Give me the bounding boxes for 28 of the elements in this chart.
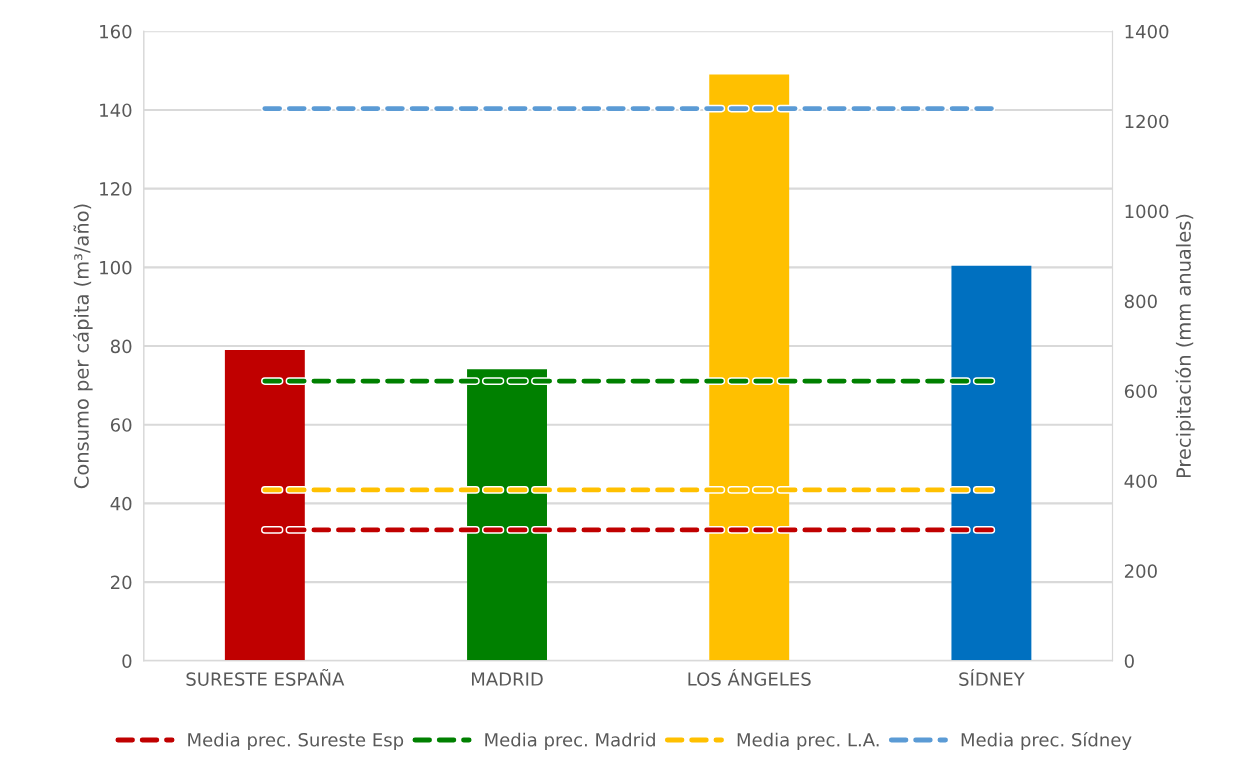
y2-axis-title: Precipitación (mm anuales): [1175, 214, 1195, 478]
y-tick-label: 40: [110, 496, 132, 511]
y2-tick-label: 1200: [1125, 114, 1169, 129]
x-tick-label: SÍDNEY: [959, 668, 1025, 686]
y2-tick-label: 1400: [1125, 24, 1169, 39]
y-axis-title: Consumo per cápita (m³/año): [73, 204, 93, 489]
y-tick-label: 140: [100, 103, 132, 118]
y2-tick-label: 400: [1124, 474, 1157, 489]
y-tick-label: 80: [110, 339, 132, 354]
y2-tick-label: 0: [1124, 654, 1134, 668]
y2-tick-label: 1000: [1125, 204, 1169, 219]
x-tick-label: SURESTE ESPAÑA: [186, 669, 345, 686]
y-tick-label: 100: [100, 260, 132, 275]
y-tick-label: 160: [100, 24, 132, 39]
legend-label: Media prec. Madrid: [485, 732, 655, 751]
legend-label: Media prec. Sídney: [961, 731, 1132, 751]
legend-label: Media prec. Sureste Esp: [188, 732, 404, 751]
y2-tick-label: 800: [1124, 294, 1157, 309]
y-tick-label: 0: [122, 654, 132, 668]
y-tick-label: 60: [110, 418, 132, 432]
x-tick-label: LOS ÁNGELES: [688, 668, 811, 686]
x-tick-label: MADRID: [472, 672, 543, 686]
y2-tick-label: 600: [1124, 384, 1157, 399]
bar: [951, 265, 1032, 661]
y2-tick-label: 200: [1124, 564, 1157, 578]
y-tick-label: 120: [100, 182, 132, 196]
y-tick-label: 20: [110, 575, 132, 590]
legend-label: Media prec. L.A.: [737, 732, 879, 751]
